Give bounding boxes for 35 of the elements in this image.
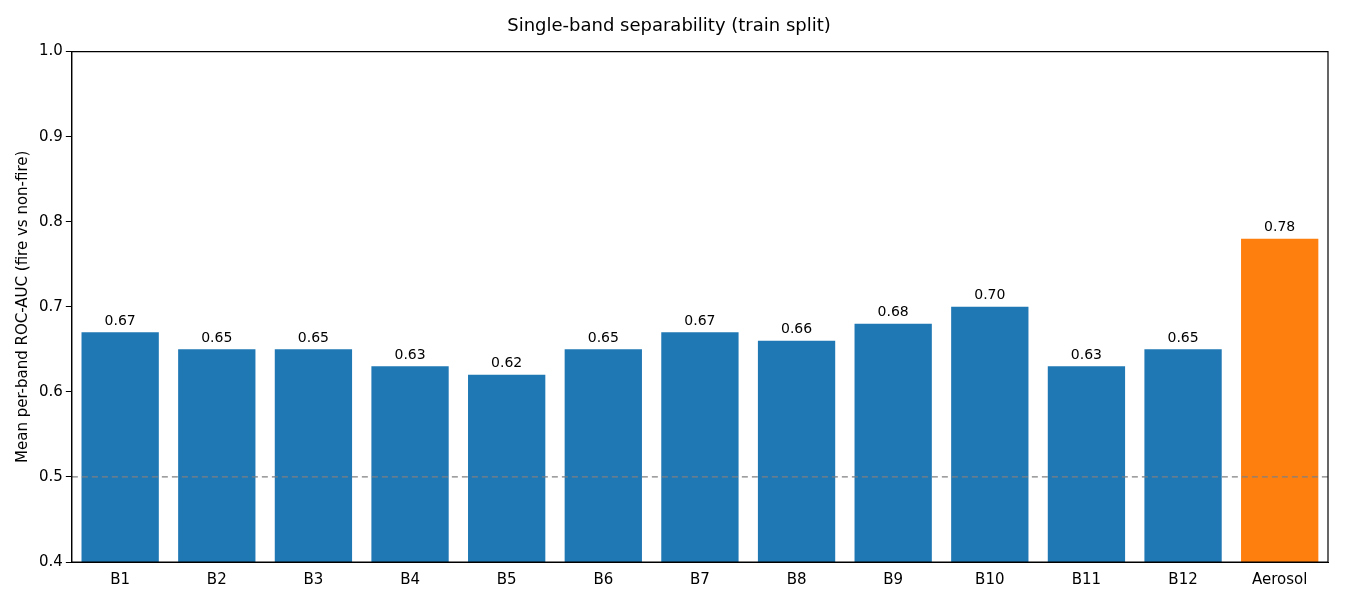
- x-tick-label: B2: [206, 569, 227, 588]
- y-tick-label: 0.6: [39, 381, 63, 400]
- data-label: 0.78: [1264, 218, 1296, 235]
- data-label: 0.65: [587, 328, 619, 345]
- data-label: 0.70: [974, 286, 1006, 303]
- y-tick-label: 0.7: [39, 296, 63, 315]
- data-label: 0.65: [201, 328, 233, 345]
- x-tick-label: B3: [303, 569, 324, 588]
- data-label: 0.65: [297, 328, 330, 345]
- y-tick-label: 0.5: [39, 466, 63, 485]
- chart-title: Single-band separability (train split): [507, 14, 831, 36]
- y-tick-label: 1.0: [39, 41, 63, 60]
- y-tick-label: 0.8: [39, 211, 63, 230]
- x-tick-label: B6: [593, 569, 614, 588]
- y-tick-label: 0.9: [39, 126, 63, 145]
- x-tick-label: B8: [786, 569, 807, 588]
- data-label: 0.63: [1070, 345, 1103, 362]
- data-label: 0.67: [104, 311, 136, 328]
- x-tick-label: Aerosol: [1251, 569, 1308, 588]
- x-tick-label: B11: [1071, 569, 1102, 588]
- y-axis-title: Mean per-band ROC-AUC (fire vs non-fire): [12, 150, 31, 463]
- x-tick-label: B10: [975, 569, 1005, 588]
- data-label: 0.63: [394, 345, 426, 362]
- data-label: 0.68: [877, 303, 909, 320]
- y-tick-label: 0.4: [39, 551, 63, 570]
- x-tick-label: B4: [400, 569, 420, 588]
- x-tick-label: B12: [1168, 569, 1198, 588]
- x-tick-label: B5: [496, 569, 517, 588]
- x-tick-label: B7: [690, 569, 710, 588]
- x-tick-label: B9: [883, 569, 904, 588]
- data-label: 0.65: [1167, 328, 1199, 345]
- data-label: 0.66: [780, 320, 813, 337]
- x-tick-label: B1: [110, 569, 131, 588]
- data-label: 0.62: [491, 354, 523, 371]
- data-label: 0.67: [684, 311, 716, 328]
